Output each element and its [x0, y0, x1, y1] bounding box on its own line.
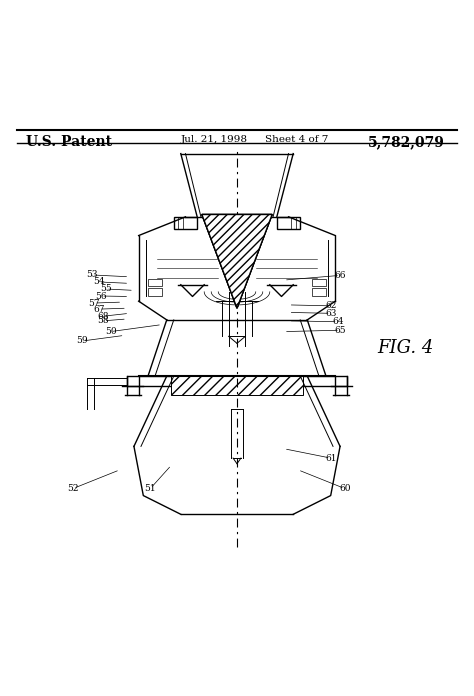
Bar [312, 278, 326, 286]
Text: 58: 58 [98, 316, 109, 325]
Text: 54: 54 [93, 278, 105, 287]
Text: 64: 64 [332, 317, 344, 326]
Text: 51: 51 [145, 484, 156, 493]
Text: 66: 66 [334, 271, 346, 280]
Text: 67: 67 [93, 305, 105, 314]
Text: 50: 50 [105, 327, 116, 336]
Text: 5,782,079: 5,782,079 [368, 135, 445, 149]
Text: U.S. Patent: U.S. Patent [26, 135, 112, 149]
Text: 59: 59 [77, 336, 88, 345]
Polygon shape [202, 214, 272, 308]
Text: FIG. 4: FIG. 4 [377, 339, 434, 357]
Text: Sheet 4 of 7: Sheet 4 of 7 [265, 135, 328, 144]
Text: 53: 53 [86, 271, 98, 279]
Text: 60: 60 [339, 484, 350, 493]
Polygon shape [172, 376, 302, 395]
Bar [148, 278, 162, 286]
Text: 65: 65 [334, 326, 346, 335]
Bar [148, 288, 162, 296]
Text: Jul. 21, 1998: Jul. 21, 1998 [181, 135, 248, 144]
Bar [312, 288, 326, 296]
Text: 63: 63 [325, 309, 337, 318]
Bar [127, 376, 347, 386]
Polygon shape [202, 214, 272, 308]
Text: 56: 56 [95, 292, 107, 301]
Text: 52: 52 [67, 484, 79, 493]
Text: 68: 68 [98, 312, 109, 321]
FancyBboxPatch shape [277, 217, 300, 228]
FancyBboxPatch shape [174, 217, 197, 228]
Text: 61: 61 [325, 454, 337, 463]
Text: 57: 57 [88, 299, 100, 308]
Text: 55: 55 [100, 285, 112, 294]
Text: 62: 62 [325, 301, 337, 310]
